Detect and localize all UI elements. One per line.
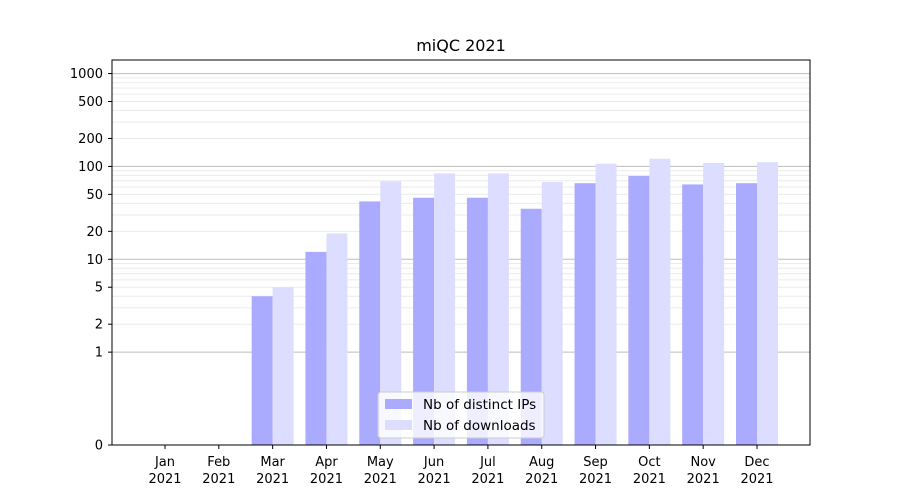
legend-label: Nb of downloads (423, 418, 536, 434)
bar-downloads (434, 173, 456, 446)
y-tick-label: 0 (95, 439, 103, 454)
x-tick-label-year: 2021 (202, 472, 235, 487)
legend-label: Nb of distinct IPs (423, 397, 536, 413)
x-tick-label-month: Nov (690, 455, 716, 470)
y-tick-label: 50 (86, 188, 103, 203)
bar-downloads (757, 162, 778, 445)
x-tick-label-month: Aug (529, 455, 554, 470)
bar-downloads (326, 233, 348, 445)
x-tick-label-year: 2021 (148, 472, 181, 487)
legend-swatch (385, 399, 412, 409)
y-tick-label: 10 (86, 253, 103, 268)
x-tick-label-month: Jan (154, 455, 175, 470)
bar-distinct-ips (251, 296, 273, 445)
x-tick-label-month: Jun (423, 455, 444, 470)
y-tick-label: 200 (78, 132, 103, 147)
bar-distinct-ips (520, 208, 542, 445)
y-tick-label: 1 (95, 346, 103, 361)
x-tick-label-year: 2021 (256, 472, 289, 487)
x-tick-label-year: 2021 (364, 472, 397, 487)
x-tick-label-month: Apr (315, 455, 338, 470)
plot-frame (111, 59, 811, 446)
y-tick-label: 2 (95, 318, 103, 333)
bar-downloads (541, 181, 563, 445)
bar-downloads (703, 162, 725, 446)
y-tick-label: 5 (95, 281, 103, 296)
x-tick-label-year: 2021 (633, 472, 666, 487)
bar-distinct-ips (682, 184, 704, 445)
bar-downloads (380, 181, 402, 446)
x-tick-label-month: Mar (260, 455, 285, 470)
x-tick-label-year: 2021 (525, 472, 558, 487)
x-tick-label-year: 2021 (740, 472, 773, 487)
x-tick-label-year: 2021 (579, 472, 612, 487)
bar-downloads (272, 287, 294, 445)
x-tick-label-month: Dec (744, 455, 769, 470)
y-tick-label: 20 (86, 225, 103, 240)
y-tick-label: 1000 (70, 67, 103, 82)
legend-box (377, 391, 545, 439)
bar-downloads (487, 173, 509, 446)
x-tick-label-year: 2021 (418, 472, 451, 487)
bar-distinct-ips (736, 183, 757, 445)
grid-lines (112, 73, 810, 353)
y-axis: 0 1 2 5 10 20 50 100 200 500 1000 (70, 67, 112, 454)
bar-distinct-ips (305, 251, 327, 445)
bar-distinct-ips (628, 175, 650, 445)
bar-distinct-ips (466, 197, 488, 445)
x-tick-label-month: Jul (479, 455, 496, 470)
x-tick-label-year: 2021 (687, 472, 720, 487)
bar-downloads (649, 158, 671, 446)
bar-distinct-ips (413, 197, 435, 445)
x-tick-label-month: Sep (583, 455, 608, 470)
bar-distinct-ips (574, 183, 596, 445)
y-tick-label: 500 (78, 95, 103, 110)
bar-distinct-ips (359, 201, 381, 445)
bar-downloads (595, 163, 617, 445)
x-axis: Jan 2021 Feb 2021 Mar 2021 Apr 2021 May 2021 Jun 20… (148, 445, 774, 487)
x-tick-label-year: 2021 (310, 472, 343, 487)
x-tick-label-month: Oct (638, 455, 660, 470)
legend-swatch (385, 420, 412, 430)
bars (251, 158, 778, 446)
chart-title: miQC 2021 (416, 36, 506, 55)
x-tick-label-month: May (367, 455, 394, 470)
x-tick-label-year: 2021 (471, 472, 504, 487)
y-tick-label: 100 (78, 160, 103, 175)
x-tick-label-month: Feb (207, 455, 230, 470)
legend: Nb of distinct IPs Nb of downloads (377, 391, 545, 439)
